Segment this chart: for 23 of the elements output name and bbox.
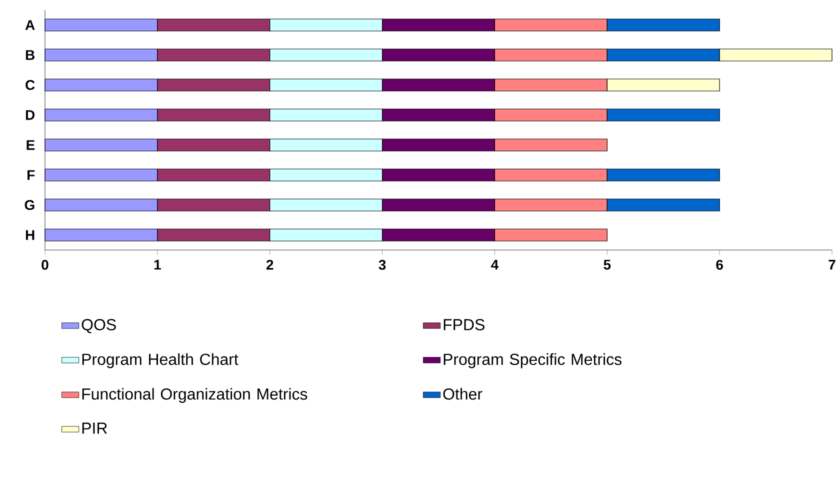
y-tick-label: E [26, 140, 35, 150]
legend-label: FPDS [444, 319, 484, 330]
legend-label: PIR [82, 422, 107, 434]
y-tick-label: G [24, 200, 34, 210]
y-tick-label: F [28, 170, 35, 180]
y-tick-label: A [25, 20, 35, 30]
y-tick-label: H [26, 230, 34, 240]
legend-label: Other [443, 388, 482, 400]
y-tick-label: B [26, 50, 34, 60]
x-tick-label: 2 [266, 260, 274, 270]
x-tick-label: 5 [604, 260, 611, 270]
x-tick-label: 7 [828, 260, 836, 270]
x-tick-label: 6 [716, 260, 723, 270]
x-tick-label: 1 [154, 260, 161, 270]
legend-label: Program Specific Metrics [444, 353, 622, 368]
x-tick-label: 3 [378, 260, 386, 270]
legend-label: QOS [82, 319, 116, 334]
y-tick-label: C [26, 80, 35, 90]
y-tick-label: D [26, 110, 35, 120]
x-tick-label: 4 [491, 260, 499, 270]
legend-label: Functional Organization Metrics [82, 388, 308, 403]
x-tick-label: 0 [42, 260, 48, 270]
legend-label: Program Health Chart [82, 353, 238, 368]
